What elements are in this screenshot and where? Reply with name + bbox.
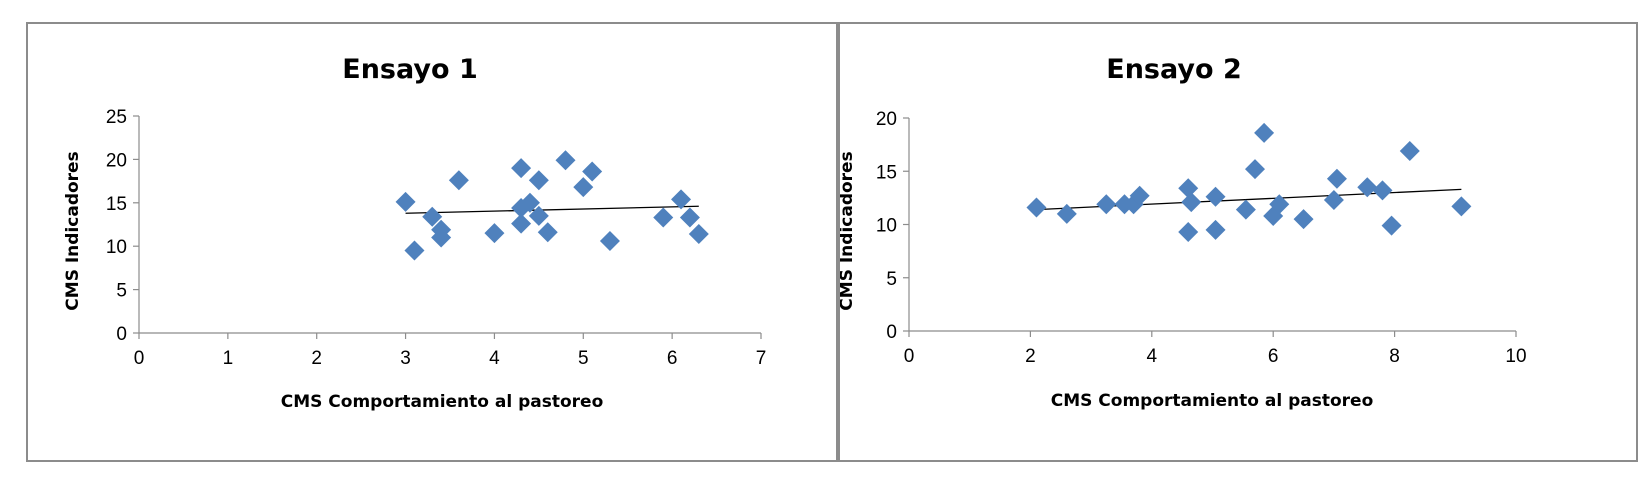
x-tick-label: 2	[1025, 346, 1036, 367]
y-tick-label: 5	[886, 269, 897, 290]
data-point-diamond	[511, 158, 532, 179]
x-tick-label: 6	[1268, 346, 1279, 367]
data-point-diamond	[1244, 159, 1265, 180]
x-tick-label: 8	[1389, 346, 1400, 367]
x-tick-label: 3	[400, 348, 411, 369]
data-point-diamond	[688, 224, 709, 245]
chart-panel-ensayo-1: Ensayo 1 CMS Indicadores CMS Comportamie…	[26, 22, 838, 462]
scatter-chart-2: Ensayo 2 CMS Indicadores CMS Comportamie…	[840, 54, 1527, 411]
data-point-diamond	[1235, 199, 1256, 220]
x-tick-label: 1	[223, 348, 234, 369]
y-tick-label: 0	[116, 324, 127, 345]
x-axis-title: CMS Comportamiento al pastoreo	[281, 392, 604, 412]
data-point-diamond	[1357, 177, 1378, 198]
data-point-diamond	[422, 206, 443, 227]
x-tick-label: 4	[489, 348, 500, 369]
y-tick-label: 5	[116, 281, 127, 302]
x-tick-label: 5	[578, 348, 589, 369]
data-point-diamond	[404, 240, 425, 261]
y-axis-title: CMS Indicadores	[63, 151, 83, 310]
x-tick-label: 10	[1505, 346, 1526, 367]
data-point-diamond	[448, 170, 469, 191]
y-tick-label: 15	[106, 194, 127, 215]
data-point-diamond	[1205, 186, 1226, 207]
y-tick-label: 10	[876, 216, 897, 237]
plot-area: 0 5 10 15 20 25 0 1 2 3 4 5 6 7	[106, 107, 766, 369]
trendline	[405, 205, 699, 214]
chart-panel-ensayo-2: Ensayo 2 CMS Indicadores CMS Comportamie…	[838, 22, 1638, 462]
data-point-diamond	[431, 227, 452, 248]
data-point-diamond	[484, 223, 505, 244]
data-point-diamond	[599, 230, 620, 251]
data-point-diamond	[1399, 141, 1420, 162]
data-point-diamond	[1293, 209, 1314, 230]
data-point-diamond	[528, 205, 549, 226]
plot-area: 0 5 10 15 20 0 2 4 6 8 10	[876, 109, 1527, 367]
data-point-diamond	[1056, 203, 1077, 224]
y-tick-label: 25	[106, 107, 127, 128]
data-point-diamond	[395, 191, 416, 212]
x-tick-label: 0	[904, 346, 915, 367]
data-point-diamond	[537, 222, 558, 243]
y-axis-title: CMS Indicadores	[840, 151, 857, 310]
data-point-diamond	[1269, 194, 1290, 215]
data-point-diamond	[1205, 219, 1226, 240]
data-point-diamond	[1323, 190, 1344, 211]
data-point-diamond	[573, 177, 594, 198]
data-point-diamond	[1254, 122, 1275, 143]
data-point-diamond	[679, 207, 700, 228]
data-point-diamond	[671, 189, 692, 210]
y-tick-label: 0	[886, 322, 897, 343]
scatter-chart-1: Ensayo 1 CMS Indicadores CMS Comportamie…	[63, 54, 766, 412]
y-tick-label: 10	[106, 237, 127, 258]
data-point-diamond	[1181, 192, 1202, 213]
x-tick-label: 6	[667, 348, 678, 369]
data-point-diamond	[1026, 197, 1047, 218]
data-point-diamond	[1451, 196, 1472, 217]
chart-title: Ensayo 1	[342, 54, 477, 85]
data-point-diamond	[1096, 194, 1117, 215]
x-tick-label: 0	[134, 348, 145, 369]
x-tick-label: 4	[1147, 346, 1158, 367]
y-tick-label: 20	[876, 109, 897, 130]
x-tick-label: 7	[756, 348, 767, 369]
chart-title: Ensayo 2	[1106, 54, 1241, 85]
data-point-diamond	[653, 207, 674, 228]
data-point-diamond	[582, 161, 603, 182]
data-point-diamond	[1326, 168, 1347, 189]
data-point-diamond	[1372, 180, 1393, 201]
data-point-diamond	[555, 150, 576, 171]
data-point-diamond	[511, 213, 532, 234]
y-tick-label: 20	[106, 150, 127, 171]
data-point-diamond	[1178, 178, 1199, 199]
data-point-diamond	[519, 192, 540, 213]
data-point-diamond	[1129, 185, 1150, 206]
data-point-diamond	[1178, 221, 1199, 242]
data-point-diamond	[1381, 215, 1402, 236]
x-tick-label: 2	[311, 348, 322, 369]
data-point-diamond	[528, 170, 549, 191]
x-axis-title: CMS Comportamiento al pastoreo	[1051, 391, 1374, 411]
y-tick-label: 15	[876, 162, 897, 183]
